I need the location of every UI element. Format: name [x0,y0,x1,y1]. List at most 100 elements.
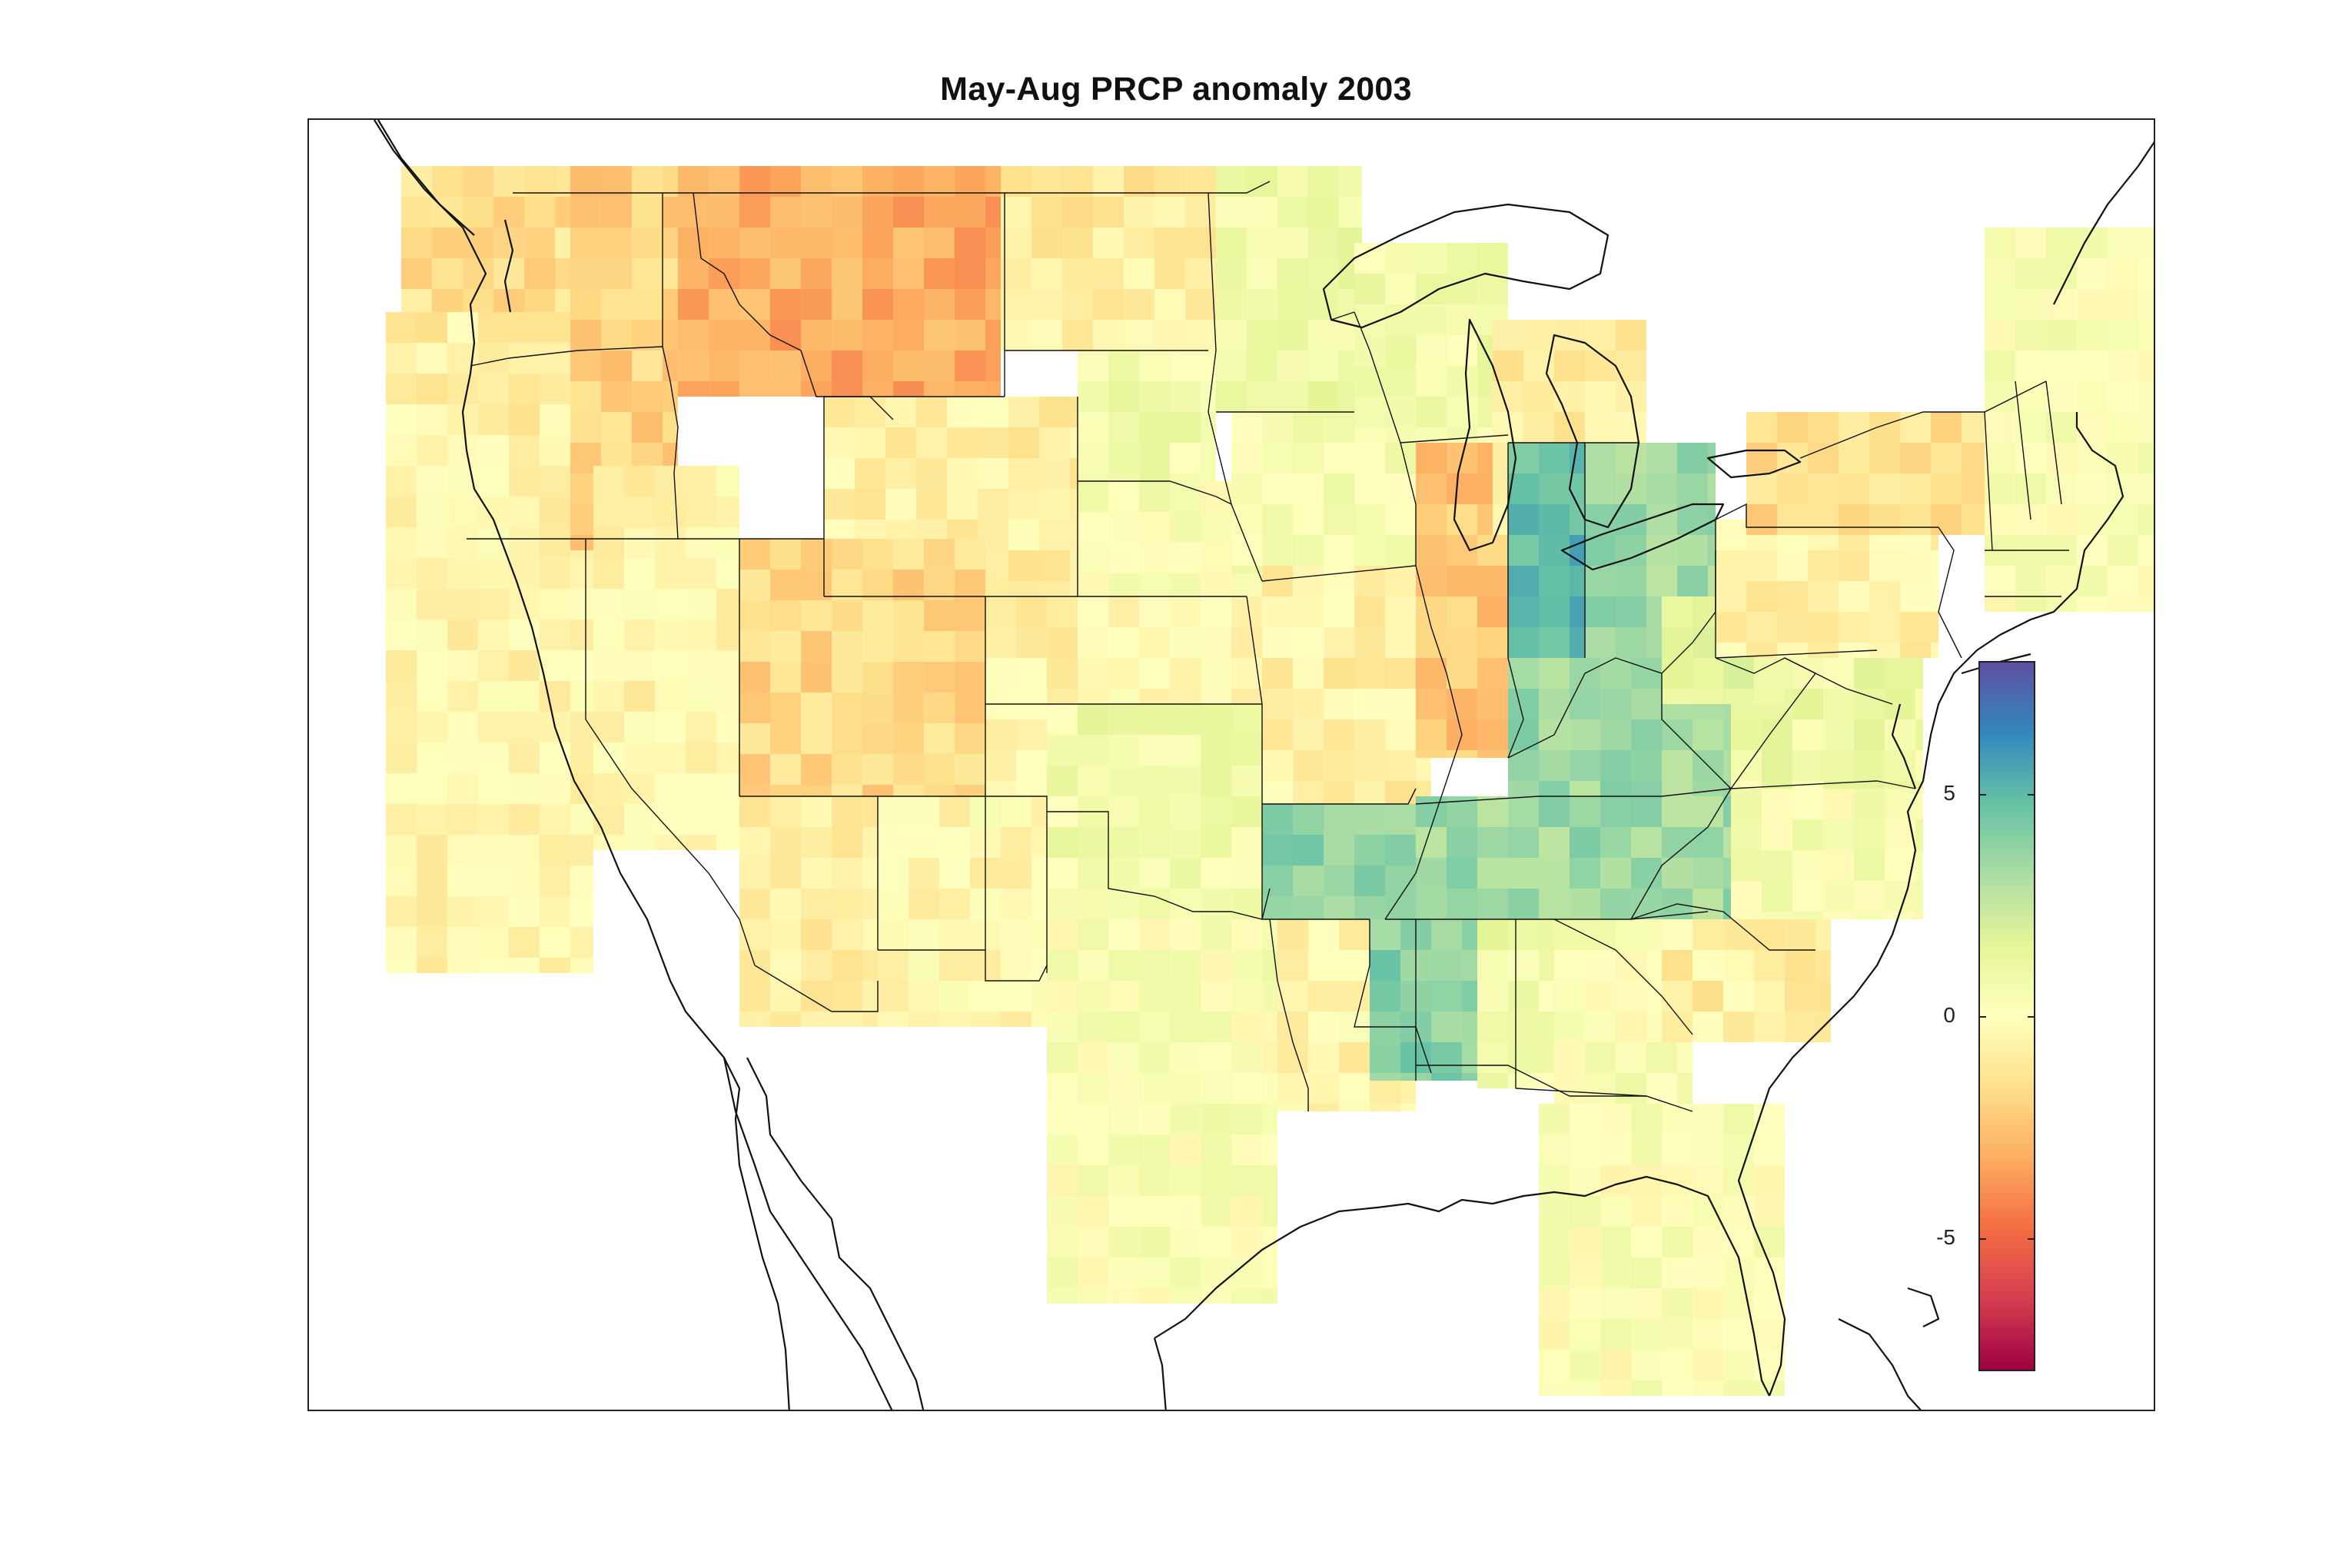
grid-cell-california [417,589,447,620]
grid-cell-pennsylvania [1839,550,1869,581]
grid-cell-south-dakota [1170,443,1201,473]
grid-cell-wyoming [1070,397,1078,427]
grid-cell-west-virginia [1693,689,1723,704]
grid-cell-illinois [1477,535,1508,566]
grid-cell-colorado [985,719,1016,750]
grid-cell-wyoming [978,397,1008,427]
grid-cell-new-england [2015,473,2046,504]
grid-cell-washington [524,258,555,289]
grid-cell-texas [1139,1227,1170,1257]
grid-cell-texas [1201,1134,1231,1165]
grid-cell-nevada [655,773,686,804]
grid-cell-california [540,927,570,958]
grid-cell-arizona [832,858,862,889]
grid-cell-utah [862,631,893,662]
grid-cell-new-england [2108,566,2138,596]
grid-cell-california [447,527,478,558]
grid-cell-tennessee [1600,858,1631,889]
grid-cell-montana [770,320,801,350]
grid-cell-arizona [739,796,770,827]
grid-cell-texas [1047,1196,1078,1227]
grid-cell-tennessee [1723,796,1731,827]
grid-cell-nevada [716,620,739,650]
grid-cell-louisiana [1339,950,1370,981]
grid-cell-california [570,681,593,712]
grid-cell-texas [1047,1257,1078,1288]
grid-cell-new-mexico [909,827,939,858]
grid-cell-pennsylvania [1931,643,1938,658]
grid-cell-georgia [1585,919,1616,950]
grid-cell-montana [955,197,985,228]
grid-cell-illinois [1416,689,1447,719]
grid-cell-new-england [2077,350,2108,381]
grid-cell-idaho [663,412,678,443]
grid-cell-georgia [1677,1073,1693,1104]
grid-cell-nevada [593,620,624,650]
grid-cell-arizona [801,950,832,981]
grid-cell-new-england [2015,443,2046,473]
grid-cell-wyoming [1039,397,1070,427]
grid-cell-georgia [1554,981,1585,1012]
grid-cell-arizona [770,889,801,919]
grid-cell-louisiana [1339,919,1370,950]
grid-cell-new-england [2108,535,2138,566]
grid-cell-missouri [1293,627,1324,658]
grid-cell-georgia [1554,950,1585,981]
az-mexico-border [754,965,879,1012]
grid-cell-arizona [770,1012,801,1027]
grid-cell-kentucky [1662,750,1693,781]
texas-coastline [1154,1198,1493,1339]
grid-cell-missouri [1385,750,1416,781]
grid-cell-nevada [716,835,739,850]
grid-cell-new-york [1869,412,1900,443]
grid-cell-washington [463,258,493,289]
grid-cell-nevada [624,466,655,497]
grid-cell-arizona [739,889,770,919]
grid-cell-north-carolina [1792,789,1823,819]
grid-cell-new-mexico [909,919,939,950]
grid-cell-new-mexico [939,1012,970,1027]
grid-cell-montana [801,228,832,258]
grid-cell-idaho [632,320,663,350]
grid-cell-iowa [1324,535,1354,566]
grid-cell-utah [924,631,955,662]
grid-cell-utah [924,570,955,600]
grid-cell-tennessee [1662,858,1693,889]
grid-cell-missouri [1324,781,1354,804]
grid-cell-illinois [1477,627,1508,658]
grid-cell-indiana [1508,596,1539,627]
grid-cell-alabama [1508,919,1539,950]
grid-cell-california [478,742,509,773]
grid-cell-pennsylvania [1808,643,1839,658]
grid-cell-virginia [1915,750,1923,781]
grid-cell-new-england [2046,289,2077,320]
grid-cell-texas [1262,919,1277,950]
grid-cell-oklahoma [1201,827,1231,858]
grid-cell-illinois [1416,443,1447,473]
grid-cell-oklahoma [1078,735,1108,766]
grid-cell-new-mexico [1031,827,1047,858]
grid-cell-mississippi [1462,1073,1477,1081]
grid-cell-new-england [2138,443,2154,473]
grid-cell-utah [955,754,985,785]
grid-cell-kentucky [1693,719,1723,750]
grid-cell-pennsylvania [1808,581,1839,612]
grid-cell-florida [1631,1196,1662,1227]
grid-cell-missouri [1354,719,1385,750]
grid-cell-montana [955,258,985,289]
grid-cell-montana [924,350,955,381]
grid-cell-new-england [2138,289,2154,320]
grid-cell-missouri [1293,596,1324,627]
grid-cell-south-dakota [1108,381,1139,412]
grid-cell-california [417,927,447,958]
grid-cell-montana [985,320,1001,350]
grid-cell-illinois [1416,566,1447,596]
grid-cell-nebraska [1078,573,1108,596]
grid-cell-florida [1662,1380,1693,1396]
grid-cell-idaho [601,289,632,320]
grid-cell-texas [1201,981,1231,1012]
grid-cell-wyoming [916,397,947,427]
grid-cell-missouri [1324,566,1354,596]
grid-cell-california [540,558,570,589]
grid-cell-kansas [1170,627,1201,658]
